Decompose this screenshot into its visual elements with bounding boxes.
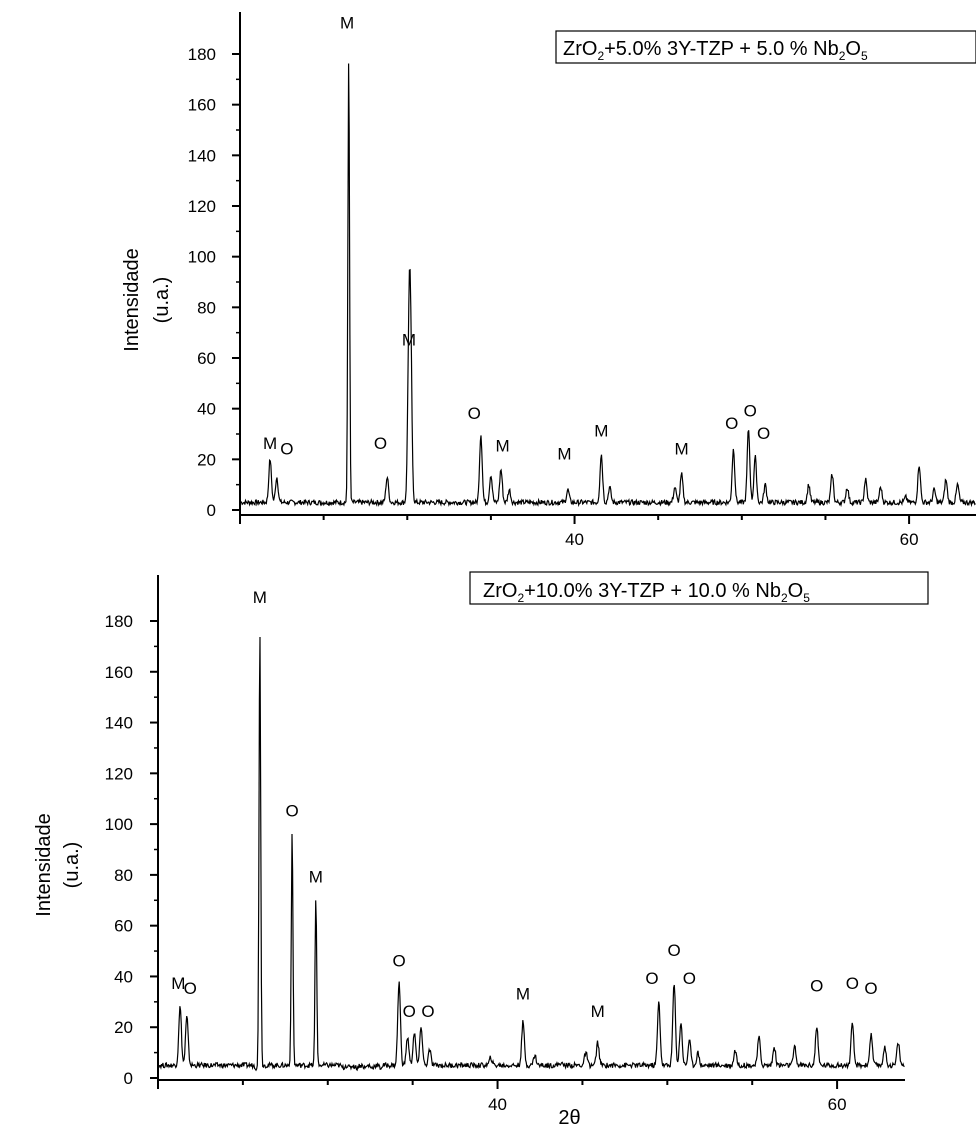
peak-annotation: M: [557, 444, 571, 463]
peak-annotation: O: [810, 977, 823, 996]
peak-annotation: O: [468, 404, 481, 423]
y-tick-label: 120: [188, 197, 216, 216]
peak-annotation: O: [374, 434, 387, 453]
peak-annotation: M: [402, 330, 416, 349]
diffraction-series-line: [158, 636, 905, 1072]
chart-title: ZrO2+10.0% 3Y-TZP + 10.0 % Nb2O5: [483, 580, 810, 605]
peak-annotation: M: [309, 868, 323, 887]
y-tick-label: 140: [188, 146, 216, 165]
peak-annotation: M: [516, 984, 530, 1003]
y-tick-label: 0: [207, 501, 216, 520]
y-tick-label: 140: [105, 714, 133, 733]
peak-annotation: O: [757, 424, 770, 443]
x-axis-label: 2θ: [558, 1107, 580, 1129]
y-tick-label: 40: [114, 967, 133, 986]
peak-annotation: O: [421, 1002, 434, 1021]
diffraction-series-line: [240, 63, 976, 508]
y-tick-label: 20: [197, 450, 216, 469]
peak-annotation: O: [280, 439, 293, 458]
peak-annotation: O: [725, 414, 738, 433]
y-tick-label: 60: [114, 917, 133, 936]
peak-annotation: O: [403, 1002, 416, 1021]
y-axis-unit-label: (u.a.): [151, 277, 173, 324]
y-tick-label: 60: [197, 349, 216, 368]
peak-annotation: M: [340, 14, 354, 33]
chart-panel-bottom: 0 20 40 60 80 100 120 140 160 180 40 60 Intensidade (…: [33, 571, 929, 1129]
peak-annotation: M: [594, 422, 608, 441]
x-tick-label: 40: [565, 530, 584, 549]
x-tick-label: 40: [488, 1095, 507, 1114]
peak-annotation: O: [667, 941, 680, 960]
chart-title: ZrO2+5.0% 3Y-TZP + 5.0 % Nb2O5: [563, 38, 868, 63]
peak-annotation: O: [864, 979, 877, 998]
peak-annotation: M: [171, 974, 185, 993]
y-tick-label: 100: [105, 815, 133, 834]
y-tick-label: 160: [188, 96, 216, 115]
peak-annotation: M: [675, 439, 689, 458]
y-tick-label: 180: [105, 612, 133, 631]
x-tick-label: 60: [900, 530, 919, 549]
y-axis-unit-label: (u.a.): [61, 842, 83, 889]
chart-panel-top: 0 20 40 60 80 100 120 140 160 180 40 60 Intensidade (…: [121, 12, 976, 549]
y-tick-label: 80: [197, 298, 216, 317]
peak-annotation: O: [683, 969, 696, 988]
y-tick-label: 120: [105, 764, 133, 783]
y-tick-label: 100: [188, 248, 216, 267]
legend-box: [555, 30, 976, 64]
peak-annotation: M: [496, 437, 510, 456]
legend-box: [469, 571, 929, 605]
peak-annotation: O: [645, 969, 658, 988]
y-tick-label: 20: [114, 1018, 133, 1037]
peak-annotation: O: [744, 401, 757, 420]
y-tick-label: 80: [114, 866, 133, 885]
y-axis-label: Intensidade: [33, 813, 55, 916]
peak-annotation: M: [253, 588, 267, 607]
y-tick-label: 40: [197, 400, 216, 419]
y-tick-label: 0: [124, 1069, 133, 1088]
peak-annotation: M: [591, 1002, 605, 1021]
y-axis-label: Intensidade: [121, 248, 143, 351]
peak-annotation: O: [286, 801, 299, 820]
peak-annotation: M: [263, 434, 277, 453]
y-tick-label: 160: [105, 663, 133, 682]
peak-annotation: O: [184, 979, 197, 998]
x-tick-label: 60: [828, 1095, 847, 1114]
y-tick-label: 180: [188, 45, 216, 64]
peak-annotation: O: [392, 951, 405, 970]
peak-annotation: O: [846, 974, 859, 993]
